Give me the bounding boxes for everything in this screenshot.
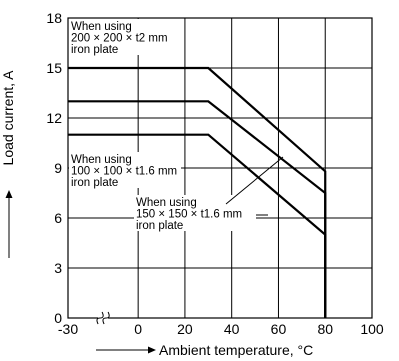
annotation-1-line-1: 100 × 100 × t1.6 mm <box>71 166 177 178</box>
series-layer <box>68 66 327 318</box>
y-axis-arrow-head <box>5 190 13 198</box>
x-tick-label-5: 80 <box>317 321 333 337</box>
annotation-bg-2 <box>134 195 256 231</box>
x-tick-label-4: 60 <box>271 321 287 337</box>
annotation-2-line-0: When using <box>136 197 197 209</box>
x-tick-label-2: 20 <box>177 321 193 337</box>
annotation-0-line-1: 200 × 200 × t2 mm <box>71 33 168 45</box>
y-tick-label-5: 15 <box>46 60 62 76</box>
y-tick-label-1: 3 <box>54 260 62 276</box>
y-axis-title: Load current, A <box>0 70 16 166</box>
y-tick-label-0: 0 <box>54 310 62 326</box>
axis-break-mark-0 <box>96 311 104 325</box>
plot-border <box>67 17 373 319</box>
axis-break-gap <box>98 311 109 325</box>
axis-break-mark-1 <box>102 311 110 325</box>
y-tick-label-6: 18 <box>46 10 62 26</box>
y-tick-label-3: 9 <box>54 160 62 176</box>
x-axis-title: Ambient temperature, °C <box>159 342 313 358</box>
axis-titles: Load current, A Ambient temperature, °C <box>0 70 313 358</box>
annotation-2-line-2: iron plate <box>136 220 183 232</box>
x-tick-label-1: 0 <box>134 321 142 337</box>
annotation-bg-1 <box>69 152 181 188</box>
annotation-0-line-2: iron plate <box>71 44 118 56</box>
annotation-0-line-0: When using <box>71 21 132 33</box>
series-line-2 <box>68 133 327 318</box>
x-tick-label-0: -30 <box>58 321 78 337</box>
x-tick-label-3: 40 <box>224 321 240 337</box>
series-line-0 <box>68 66 327 318</box>
x-tick-label-6: 100 <box>360 321 384 337</box>
x-axis-arrow-head <box>148 346 156 354</box>
annotation-leader-2 <box>225 156 284 205</box>
y-tick-label-2: 6 <box>54 210 62 226</box>
annotation-1-line-2: iron plate <box>71 177 118 189</box>
plot-frame <box>67 17 373 325</box>
annotation-bg-0 <box>69 19 173 55</box>
y-tick-label-4: 12 <box>46 110 62 126</box>
annotation-1-line-0: When using <box>71 154 132 166</box>
annotation-2-line-1: 150 × 150 × t1.6 mm <box>136 209 242 221</box>
